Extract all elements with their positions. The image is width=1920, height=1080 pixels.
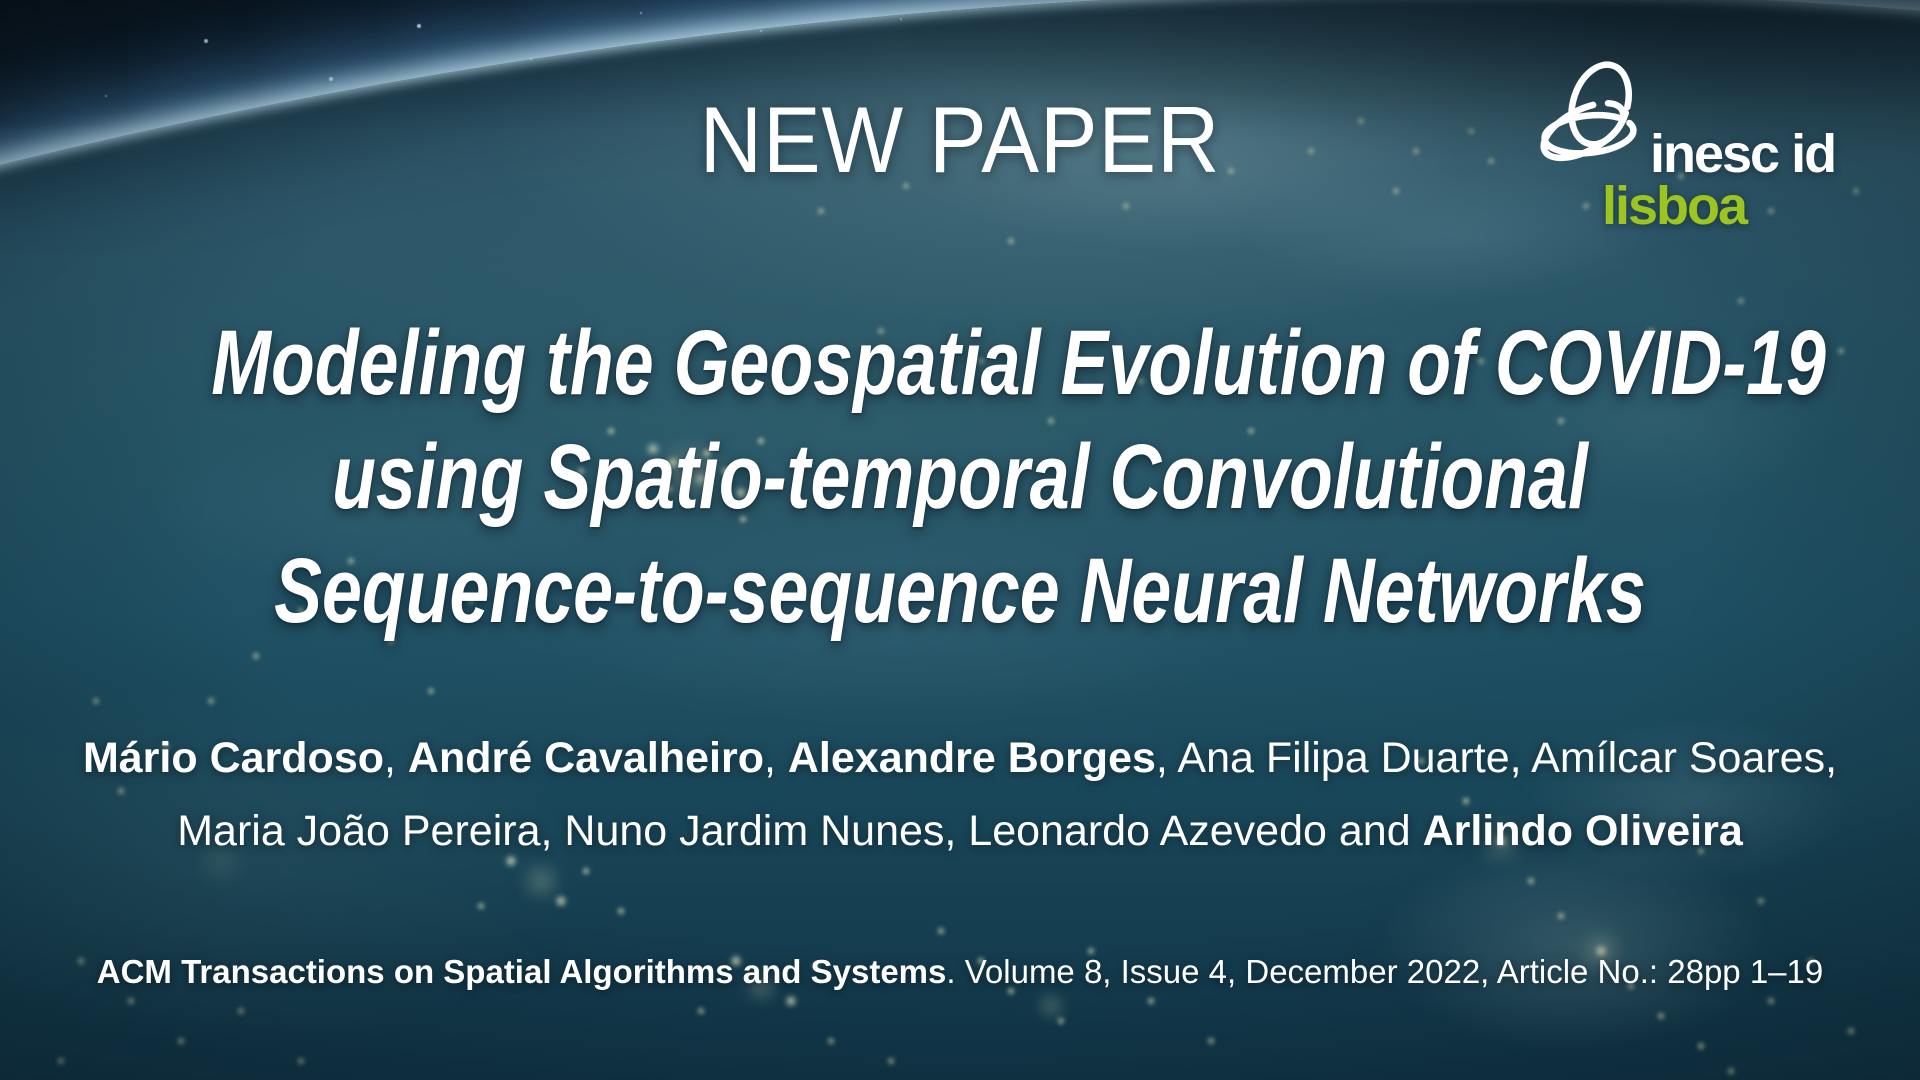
authors-line-2: Maria João Pereira, Nuno Jardim Nunes, L…	[0, 795, 1920, 868]
author-names-regular: Maria João Pereira, Nuno Jardim Nunes, L…	[177, 807, 1423, 855]
title-line-3: Sequence-to-sequence Neural Networks	[274, 540, 1646, 642]
publication-line: ACM Transactions on Spatial Algorithms a…	[0, 950, 1920, 994]
authors-line-1: Mário Cardoso, André Cavalheiro, Alexand…	[0, 722, 1920, 795]
paper-title: Modeling the Geospatial Evolution of COV…	[0, 306, 1920, 648]
inescid-logo: inesc id lisboa	[1533, 55, 1893, 240]
publication-details: . Volume 8, Issue 4, December 2022, Arti…	[946, 953, 1824, 990]
author-separator: ,	[763, 734, 788, 782]
orbital-globe-icon	[1540, 61, 1637, 162]
title-line-1: Modeling the Geospatial Evolution of COV…	[211, 312, 1826, 414]
journal-name: ACM Transactions on Spatial Algorithms a…	[96, 953, 947, 990]
author-name: Mário Cardoso	[82, 734, 384, 782]
title-line-2: using Spatio-temporal Convolutional	[332, 426, 1588, 528]
author-separator: ,	[384, 734, 408, 782]
author-names-regular: , Ana Filipa Duarte, Amílcar Soares,	[1155, 734, 1838, 782]
logo-word-lisboa: lisboa	[1602, 176, 1748, 236]
author-name: André Cavalheiro	[407, 734, 764, 782]
author-name: Alexandre Borges	[787, 734, 1156, 782]
author-name: Arlindo Oliveira	[1422, 807, 1743, 855]
authors: Mário Cardoso, André Cavalheiro, Alexand…	[0, 722, 1920, 868]
logo-word-inescid: inesc id	[1650, 124, 1837, 184]
